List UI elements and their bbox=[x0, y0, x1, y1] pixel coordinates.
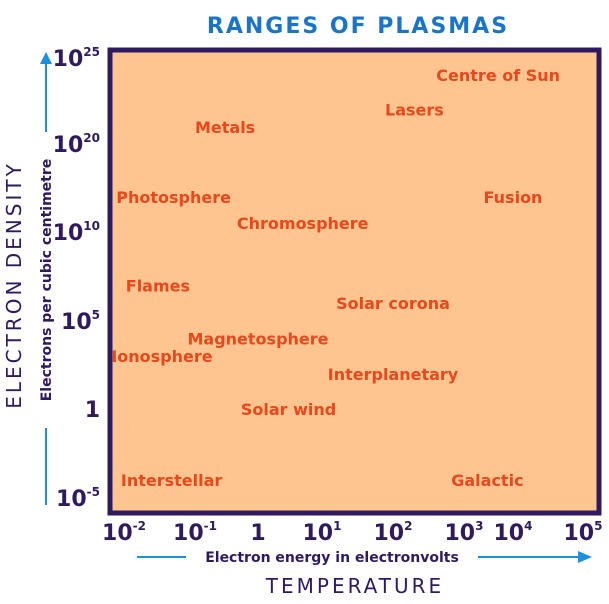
plasma-labels: Centre of Sun Lasers Metals Photosphere Fusi… bbox=[111, 66, 560, 490]
plasma-label: Magnetosphere bbox=[187, 330, 328, 349]
y-axis-ticks: 1025 1020 1010 105 1 10-5 bbox=[53, 45, 100, 512]
x-tick-label: 103 bbox=[445, 519, 484, 546]
plasma-label: Galactic bbox=[451, 471, 523, 490]
plasma-label: Metals bbox=[195, 118, 255, 137]
plasma-label: Solar corona bbox=[336, 294, 450, 313]
plasma-label: Ionosphere bbox=[111, 347, 212, 366]
plasma-label: Fusion bbox=[484, 188, 543, 207]
x-axis-subtitle-group: Electron energy in electronvolts bbox=[137, 547, 592, 567]
plot-frame bbox=[107, 47, 602, 516]
x-axis-subtitle-bg bbox=[186, 547, 478, 567]
x-tick-label: 10-1 bbox=[173, 519, 217, 546]
plasma-label: Flames bbox=[126, 276, 190, 295]
x-axis-ticks: 10-2 10-1 1 101 102 103 104 105 bbox=[102, 519, 602, 546]
y-axis-arrowhead bbox=[40, 52, 52, 64]
x-tick-label: 102 bbox=[374, 519, 413, 546]
plasma-label: Photosphere bbox=[116, 188, 231, 207]
plasma-label: Interstellar bbox=[121, 471, 223, 490]
plasma-label: Centre of Sun bbox=[436, 66, 560, 85]
x-tick-label: 10-2 bbox=[102, 519, 146, 546]
x-axis-title: TEMPERATURE bbox=[265, 574, 444, 598]
y-tick-label: 1010 bbox=[53, 219, 100, 246]
x-tick-label: 104 bbox=[494, 519, 533, 546]
chart-title: RANGES OF PLASMAS bbox=[207, 14, 509, 39]
y-tick-label: 1020 bbox=[53, 131, 100, 158]
y-axis-subtitle-group: Electrons per cubic centimetre bbox=[38, 52, 55, 505]
x-tick-label: 105 bbox=[564, 519, 603, 546]
y-tick-label: 105 bbox=[61, 308, 100, 335]
x-axis-subtitle: Electron energy in electronvolts bbox=[205, 550, 459, 566]
y-tick-label: 10-5 bbox=[56, 485, 100, 512]
x-tick-label: 1 bbox=[250, 521, 265, 546]
plasma-label: Chromosphere bbox=[237, 214, 369, 233]
plasma-label: Interplanetary bbox=[328, 365, 459, 384]
y-tick-label: 1 bbox=[85, 398, 100, 423]
x-tick-label: 101 bbox=[303, 519, 342, 546]
y-tick-label: 1025 bbox=[53, 45, 100, 72]
y-axis-subtitle: Electrons per cubic centimetre bbox=[39, 159, 55, 402]
y-axis-title: ELECTRON DENSITY bbox=[2, 161, 26, 409]
plasma-label: Lasers bbox=[385, 101, 444, 120]
plasma-label: Solar wind bbox=[241, 400, 336, 419]
y-axis-subtitle-bg bbox=[38, 132, 54, 428]
x-axis-arrowhead bbox=[578, 551, 592, 563]
